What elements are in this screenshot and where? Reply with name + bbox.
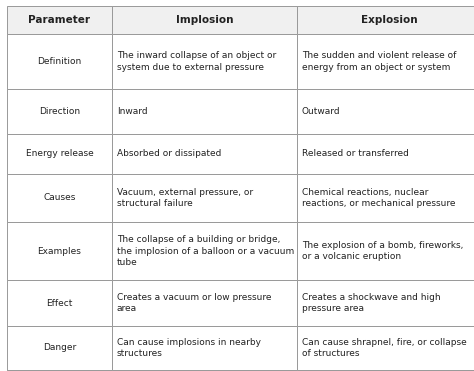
Text: Explosion: Explosion (361, 15, 418, 25)
Text: The inward collapse of an object or
system due to external pressure: The inward collapse of an object or syst… (117, 51, 276, 72)
Bar (112, 280, 297, 326)
Text: Effect: Effect (46, 299, 73, 308)
Bar (7, 174, 112, 222)
Text: Direction: Direction (39, 107, 80, 116)
Bar (297, 174, 474, 222)
Text: Chemical reactions, nuclear
reactions, or mechanical pressure: Chemical reactions, nuclear reactions, o… (302, 188, 456, 209)
Text: Released or transferred: Released or transferred (302, 150, 409, 158)
Text: Can cause shrapnel, fire, or collapse
of structures: Can cause shrapnel, fire, or collapse of… (302, 338, 467, 358)
Bar (112, 34, 297, 89)
Text: Outward: Outward (302, 107, 341, 116)
Text: Can cause implosions in nearby
structures: Can cause implosions in nearby structure… (117, 338, 261, 358)
Text: Examples: Examples (37, 246, 82, 256)
Text: Creates a vacuum or low pressure
area: Creates a vacuum or low pressure area (117, 293, 272, 313)
Text: Parameter: Parameter (28, 15, 91, 25)
Bar (112, 89, 297, 134)
Text: Creates a shockwave and high
pressure area: Creates a shockwave and high pressure ar… (302, 293, 441, 313)
Bar (297, 370, 474, 371)
Bar (297, 34, 474, 89)
Bar (297, 222, 474, 280)
Bar (297, 134, 474, 174)
Bar (297, 280, 474, 326)
Bar (7, 6, 112, 34)
Bar (112, 326, 297, 370)
Bar (7, 280, 112, 326)
Bar (112, 134, 297, 174)
Bar (7, 134, 112, 174)
Bar (7, 89, 112, 134)
Text: Absorbed or dissipated: Absorbed or dissipated (117, 150, 221, 158)
Text: Implosion: Implosion (176, 15, 233, 25)
Bar (7, 34, 112, 89)
Bar (297, 89, 474, 134)
Bar (7, 326, 112, 370)
Bar (112, 222, 297, 280)
Text: Energy release: Energy release (26, 150, 93, 158)
Text: The explosion of a bomb, fireworks,
or a volcanic eruption: The explosion of a bomb, fireworks, or a… (302, 241, 464, 262)
Bar (7, 370, 112, 371)
Bar (297, 6, 474, 34)
Bar (112, 370, 297, 371)
Text: Inward: Inward (117, 107, 147, 116)
Bar (7, 222, 112, 280)
Text: Causes: Causes (43, 194, 76, 203)
Bar (112, 174, 297, 222)
Bar (297, 326, 474, 370)
Text: Danger: Danger (43, 344, 76, 352)
Text: Definition: Definition (37, 57, 82, 66)
Text: Vacuum, external pressure, or
structural failure: Vacuum, external pressure, or structural… (117, 188, 253, 209)
Text: The sudden and violent release of
energy from an object or system: The sudden and violent release of energy… (302, 51, 456, 72)
Bar (112, 6, 297, 34)
Text: The collapse of a building or bridge,
the implosion of a balloon or a vacuum
tub: The collapse of a building or bridge, th… (117, 235, 294, 267)
